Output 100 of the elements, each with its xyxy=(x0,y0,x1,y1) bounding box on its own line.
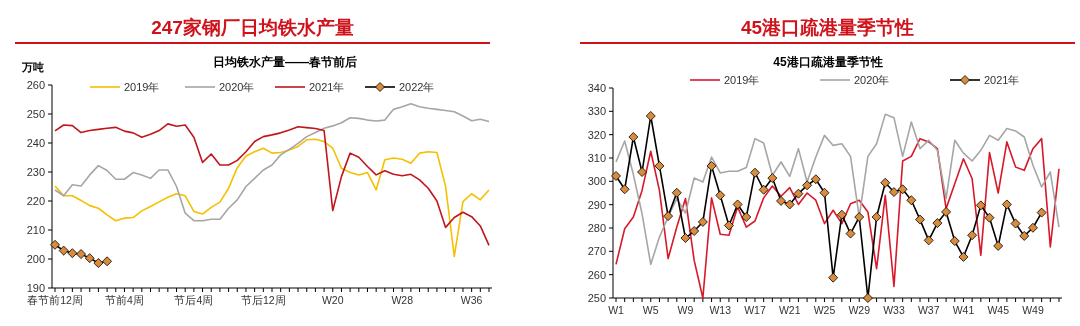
x-tick-label: W29 xyxy=(848,304,871,316)
x-tick-label: W37 xyxy=(917,304,940,316)
point xyxy=(611,171,621,181)
point xyxy=(67,248,78,259)
point xyxy=(1010,218,1021,229)
y-tick-label: 270 xyxy=(587,245,606,258)
point xyxy=(958,252,969,262)
x-tick-label: W45 xyxy=(987,304,1010,316)
legend-label: 2021年 xyxy=(984,74,1020,86)
point xyxy=(758,184,769,195)
chart-title: 45港口疏港量季节性 xyxy=(740,17,915,38)
point xyxy=(949,236,960,246)
legend-label: 2022年 xyxy=(399,81,435,93)
x-tick-label: W28 xyxy=(391,294,414,306)
point xyxy=(941,207,951,217)
point xyxy=(697,217,708,227)
y-tick-label: 300 xyxy=(587,175,606,188)
y-tick-label: 250 xyxy=(26,108,45,120)
y-tick-label: 320 xyxy=(587,128,606,141)
line-series xyxy=(54,103,490,222)
point xyxy=(645,111,656,121)
point xyxy=(1028,222,1038,233)
point xyxy=(793,188,804,199)
legend-label: 2021年 xyxy=(309,81,345,93)
point xyxy=(50,239,60,250)
x-tick-label: 节后12周 xyxy=(240,294,286,306)
y-tick-label: 310 xyxy=(587,152,606,164)
x-tick-label: W13 xyxy=(709,304,732,316)
point xyxy=(750,167,760,178)
point xyxy=(93,258,104,268)
point xyxy=(715,190,726,201)
point xyxy=(706,161,717,171)
point xyxy=(906,195,917,206)
x-tick-label: W25 xyxy=(813,304,836,316)
point xyxy=(1019,231,1030,241)
y-tick-label: 230 xyxy=(26,166,45,178)
point xyxy=(897,184,908,195)
point xyxy=(689,226,700,236)
point xyxy=(619,184,630,195)
point xyxy=(993,241,1004,251)
point xyxy=(880,177,891,188)
point xyxy=(854,212,865,222)
point xyxy=(967,230,978,241)
point xyxy=(1036,207,1047,218)
point xyxy=(975,200,986,211)
point xyxy=(671,187,682,198)
point xyxy=(732,199,743,210)
x-tick-label: W41 xyxy=(952,304,975,316)
point xyxy=(915,214,925,225)
y-tick-label: 280 xyxy=(587,222,606,234)
y-tick-label: 330 xyxy=(587,105,606,118)
legend-label: 2019年 xyxy=(724,74,760,86)
point xyxy=(863,293,873,303)
x-tick-label: W49 xyxy=(1022,304,1044,316)
chart-title: 247家钢厂日均铁水产量 xyxy=(151,17,354,38)
y-tick-label: 220 xyxy=(26,195,45,207)
x-tick-label: 节后4周 xyxy=(174,294,214,306)
point xyxy=(76,249,86,259)
point xyxy=(889,187,899,197)
legend-label: 2020年 xyxy=(219,81,255,93)
point xyxy=(654,161,665,171)
x-tick-label: W5 xyxy=(642,304,659,316)
line-series xyxy=(54,123,490,247)
y-tick-label: 200 xyxy=(26,253,45,265)
y-axis-title: 万吨 xyxy=(21,61,44,73)
point xyxy=(1001,199,1012,210)
point xyxy=(819,187,830,198)
x-tick-label: 春节前12周 xyxy=(27,294,83,306)
y-tick-label: 290 xyxy=(587,198,606,211)
point xyxy=(767,173,778,183)
chart-subtitle: 日均铁水产量——春节前后 xyxy=(213,55,357,69)
point xyxy=(828,272,839,283)
point xyxy=(810,174,821,185)
point xyxy=(923,235,934,246)
x-tick-label: W17 xyxy=(744,304,766,316)
x-tick-label: W21 xyxy=(778,304,801,316)
legend-label: 2020年 xyxy=(854,74,890,86)
x-tick-label: W20 xyxy=(321,294,344,306)
x-tick-label: W9 xyxy=(677,304,694,316)
chart-subtitle: 45港口疏港量季节性 xyxy=(773,55,883,69)
point xyxy=(845,228,856,239)
y-tick-label: 250 xyxy=(587,292,606,304)
y-tick-label: 210 xyxy=(26,224,45,236)
point xyxy=(984,212,995,223)
x-tick-label: W1 xyxy=(608,304,625,316)
point xyxy=(102,256,112,267)
point xyxy=(741,212,752,222)
x-tick-label: W36 xyxy=(460,294,483,306)
point xyxy=(58,245,69,256)
y-tick-label: 340 xyxy=(587,82,606,94)
line-series xyxy=(54,138,490,258)
legend-label: 2019年 xyxy=(124,81,160,93)
y-tick-label: 260 xyxy=(587,268,606,281)
point xyxy=(680,233,691,243)
point xyxy=(724,220,734,231)
y-tick-label: 240 xyxy=(26,137,45,149)
x-tick-label: W33 xyxy=(883,304,905,316)
y-tick-label: 260 xyxy=(26,79,45,91)
point xyxy=(84,253,95,264)
point xyxy=(776,196,786,206)
